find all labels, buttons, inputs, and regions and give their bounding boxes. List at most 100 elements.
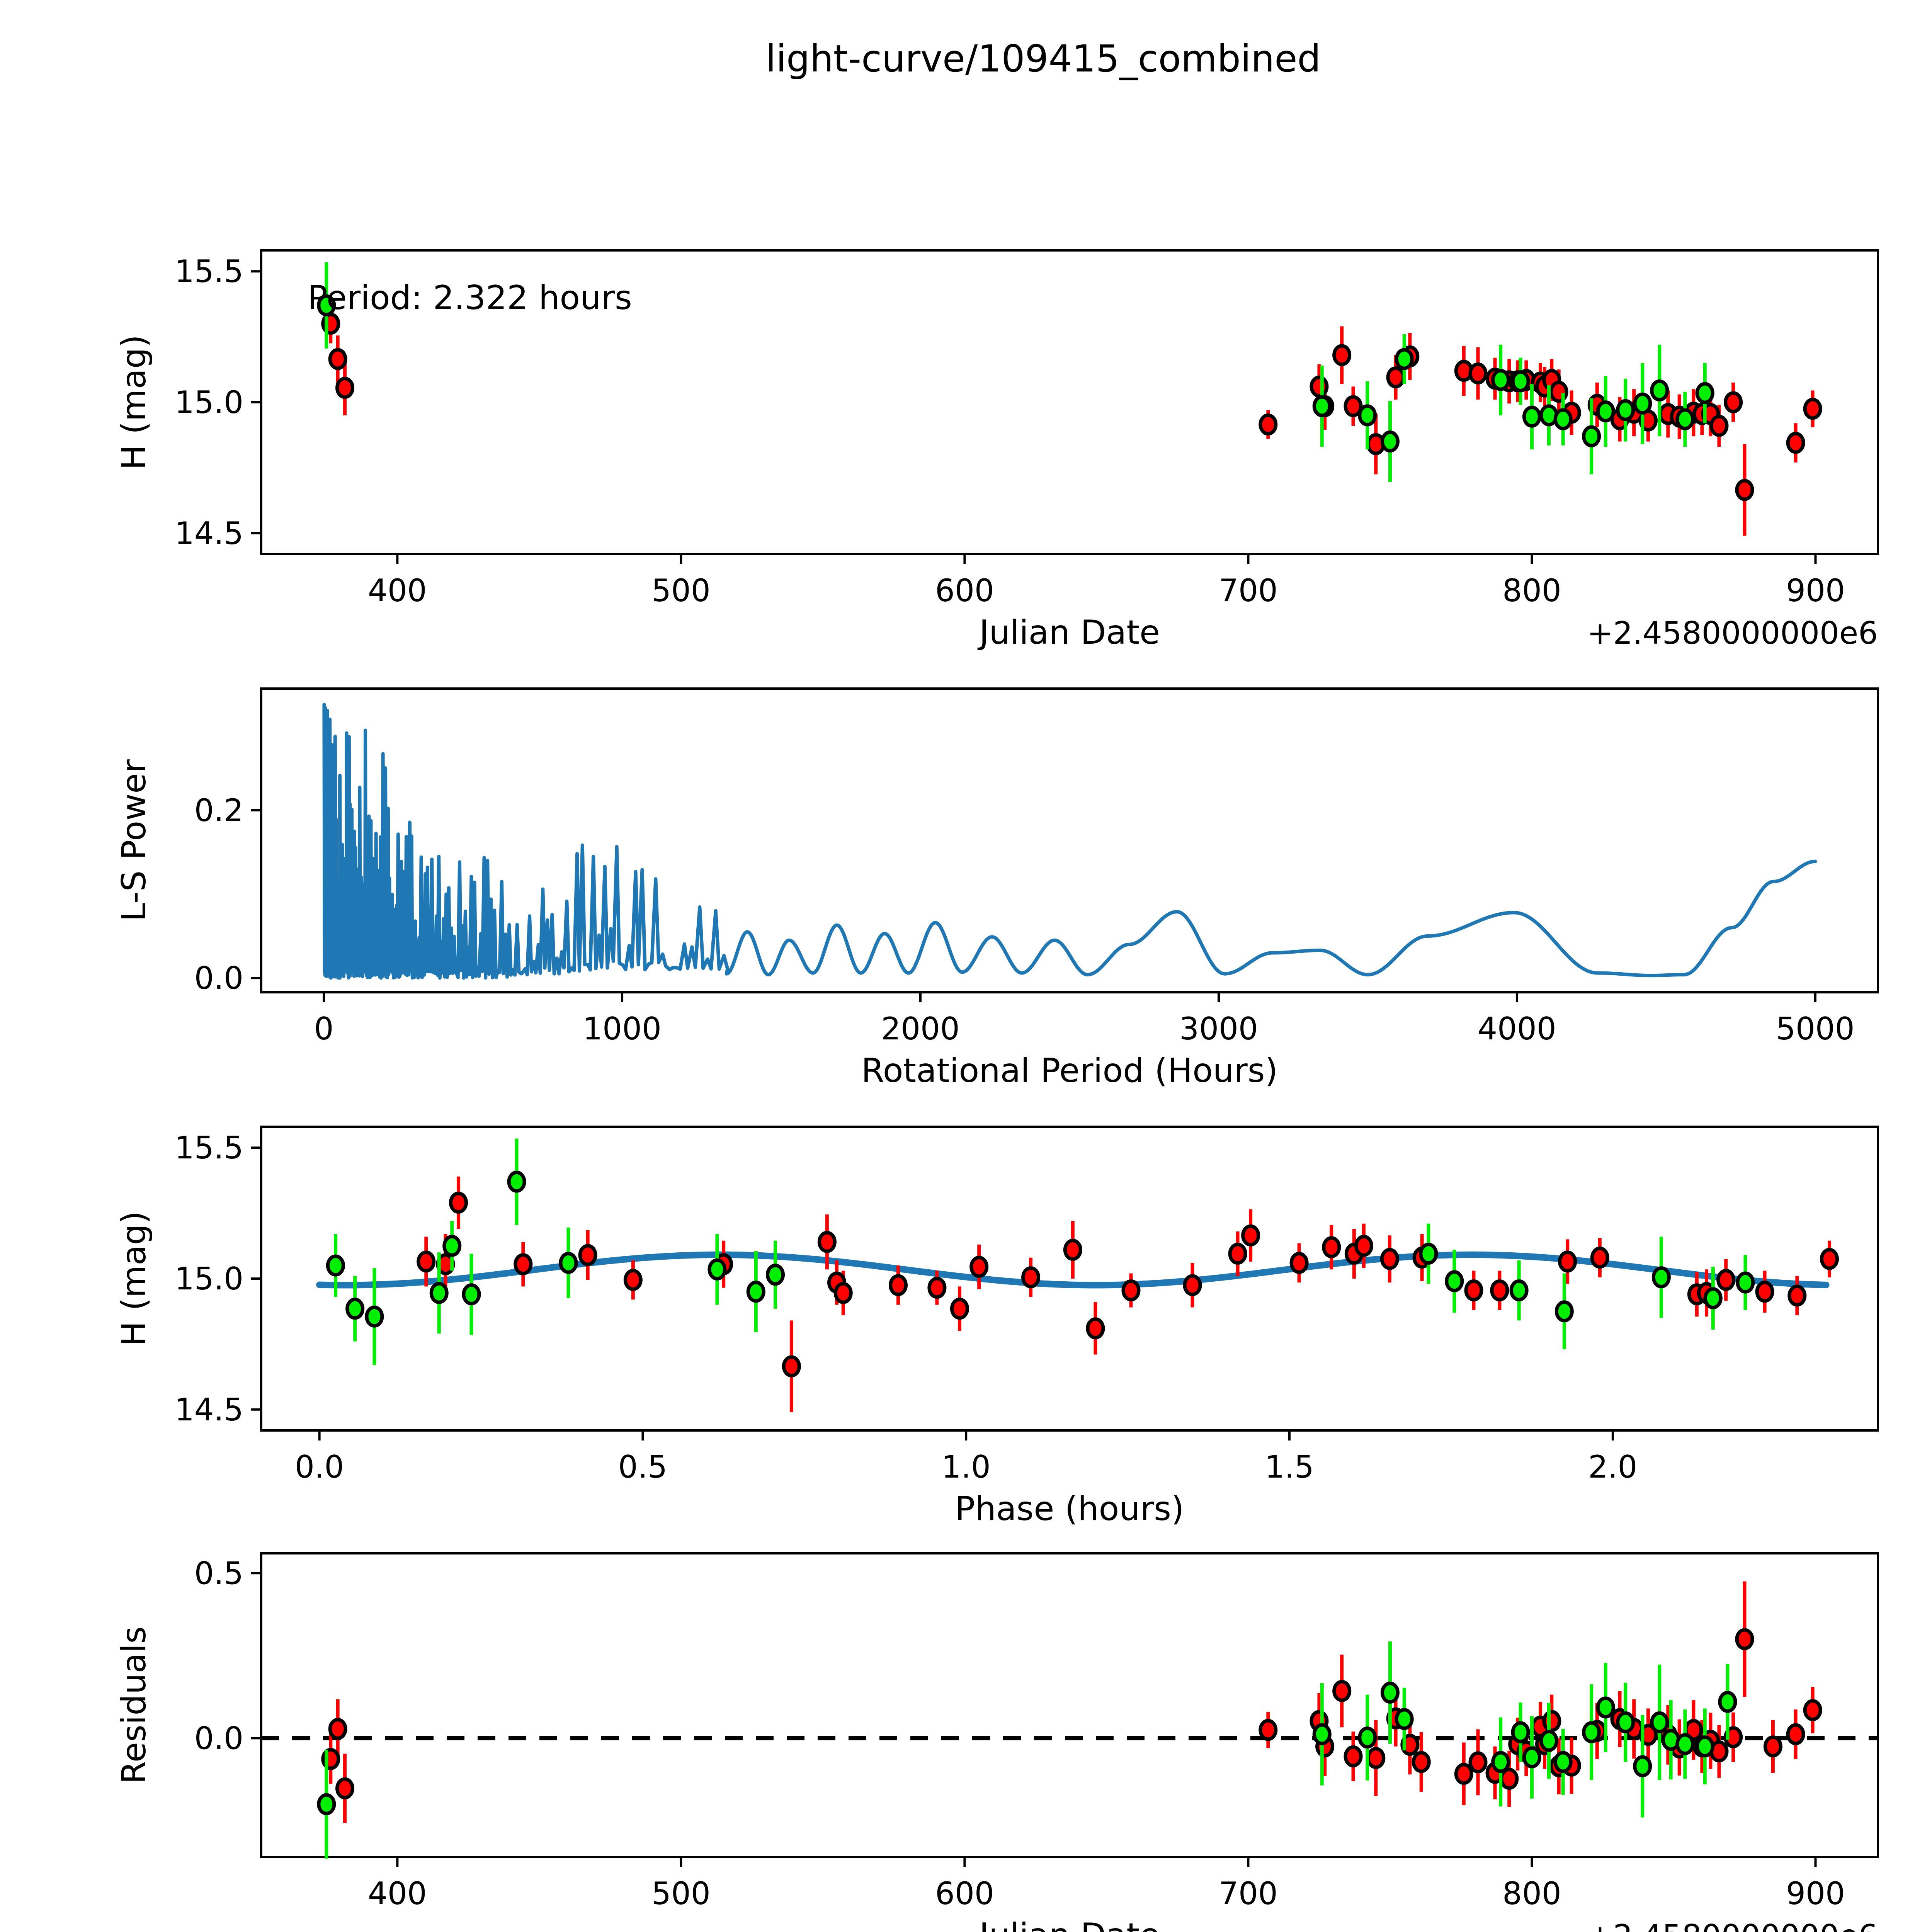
data-point xyxy=(335,1777,355,1799)
data-point xyxy=(1412,1751,1431,1773)
data-point xyxy=(1063,1238,1082,1261)
panel-lightcurve-x-offset-label: +2.4580000000e6 xyxy=(1587,615,1878,651)
data-point xyxy=(1709,415,1729,437)
panel-residuals-frame xyxy=(260,1552,1879,1858)
panel-phasefold-series-red xyxy=(417,1176,1839,1412)
data-point xyxy=(1616,399,1635,421)
panel-lightcurve-xtick-label: 800 xyxy=(1502,573,1561,609)
panel-residuals-xtick-label: 800 xyxy=(1502,1876,1561,1912)
data-point xyxy=(1395,348,1414,370)
panel-lightcurve-ytick-label: 14.5 xyxy=(175,515,243,551)
data-point xyxy=(1395,1708,1414,1730)
data-point xyxy=(1616,1711,1635,1733)
panel-residuals-ylabel: Residuals xyxy=(115,1626,153,1784)
data-point xyxy=(1724,391,1743,413)
data-point xyxy=(1289,1252,1309,1274)
data-point xyxy=(1322,1236,1341,1259)
data-point xyxy=(1786,432,1805,454)
data-point xyxy=(335,377,355,399)
data-point xyxy=(1522,405,1541,428)
data-point xyxy=(1332,1680,1352,1702)
panel-phasefold-xlabel: Phase (hours) xyxy=(955,1490,1184,1528)
panel-phasefold-series-green xyxy=(326,1138,1755,1365)
panel-phasefold-ytick-label: 14.5 xyxy=(175,1392,243,1428)
data-point xyxy=(1553,408,1573,430)
data-point xyxy=(1310,375,1329,398)
panel-phasefold-xtick-label: 0.5 xyxy=(618,1449,667,1485)
data-point xyxy=(1716,1269,1736,1291)
panel-periodogram-xtick-label: 5000 xyxy=(1776,1011,1855,1047)
data-point xyxy=(559,1252,578,1274)
panel-periodogram-ytick-label: 0.2 xyxy=(194,793,243,828)
data-point xyxy=(1786,1723,1805,1745)
panel-phasefold-frame xyxy=(260,1126,1879,1432)
data-point xyxy=(1468,362,1488,384)
data-point xyxy=(345,1298,365,1320)
data-point xyxy=(833,1282,853,1304)
data-point xyxy=(1651,1266,1671,1289)
data-point xyxy=(317,1793,336,1815)
data-point xyxy=(328,348,347,370)
panel-periodogram-xtick-label: 3000 xyxy=(1179,1011,1258,1047)
data-point xyxy=(514,1253,533,1276)
data-point xyxy=(442,1235,462,1257)
panel-periodogram-frame xyxy=(260,687,1879,993)
data-point xyxy=(1755,1281,1774,1303)
data-point xyxy=(417,1250,436,1273)
data-point xyxy=(1344,1745,1363,1767)
data-point xyxy=(1787,1284,1807,1307)
panel-residuals-x-offset-label: +2.4580000000e6 xyxy=(1587,1918,1878,1932)
data-point xyxy=(1354,1235,1373,1257)
data-point xyxy=(1596,1696,1615,1719)
data-point xyxy=(1820,1248,1839,1270)
data-point xyxy=(1380,430,1400,453)
data-point xyxy=(623,1269,643,1291)
data-point xyxy=(1703,1287,1723,1310)
data-point xyxy=(1558,1250,1577,1273)
panel-lightcurve-xtick-label: 900 xyxy=(1786,573,1845,609)
data-point xyxy=(1736,1271,1755,1294)
data-point xyxy=(1358,1726,1377,1749)
data-point xyxy=(1803,1699,1822,1721)
panel-lightcurve-xtick-label: 600 xyxy=(935,573,994,609)
data-point xyxy=(1695,382,1714,404)
panel-periodogram-xtick-label: 1000 xyxy=(583,1011,662,1047)
data-point xyxy=(578,1244,597,1266)
panel-phasefold-ytick-label: 15.5 xyxy=(175,1130,243,1166)
data-point xyxy=(1675,408,1695,430)
data-point xyxy=(1259,1719,1278,1741)
panel-lightcurve-series-green xyxy=(317,262,1714,482)
data-point xyxy=(1638,1724,1658,1746)
data-point xyxy=(707,1258,727,1281)
data-point xyxy=(1590,1247,1609,1269)
data-point xyxy=(507,1170,526,1193)
data-point xyxy=(365,1305,384,1328)
panel-periodogram-xtick-label: 4000 xyxy=(1478,1011,1556,1047)
panel-periodogram-ylabel: L-S Power xyxy=(115,759,153,922)
data-point xyxy=(888,1274,908,1296)
data-point xyxy=(1380,1248,1399,1270)
data-point xyxy=(1803,398,1822,420)
panel-residuals-xtick-label: 500 xyxy=(651,1876,711,1912)
data-point xyxy=(1228,1243,1247,1265)
data-point xyxy=(1735,1628,1754,1650)
data-point xyxy=(1582,1721,1601,1743)
data-point xyxy=(1086,1317,1105,1340)
data-point xyxy=(1241,1224,1260,1247)
panel-residuals-series-red xyxy=(321,1581,1822,1823)
panel-residuals-series-green xyxy=(317,1641,1737,1859)
data-point xyxy=(1312,395,1332,417)
panel-periodogram-xtick-label: 0 xyxy=(314,1011,334,1047)
data-point xyxy=(1675,1733,1695,1755)
data-point xyxy=(1511,370,1530,393)
data-point xyxy=(1312,1723,1332,1745)
data-point xyxy=(317,294,336,316)
data-point xyxy=(1445,1270,1464,1293)
panel-lightcurve-xtick-label: 700 xyxy=(1219,573,1278,609)
panel-phasefold-xtick-label: 0.0 xyxy=(295,1449,344,1485)
panel-lightcurve-xtick-label: 500 xyxy=(651,573,711,609)
panel-lightcurve-series-red xyxy=(321,304,1822,536)
data-point xyxy=(1121,1279,1141,1301)
data-point xyxy=(328,1718,347,1740)
